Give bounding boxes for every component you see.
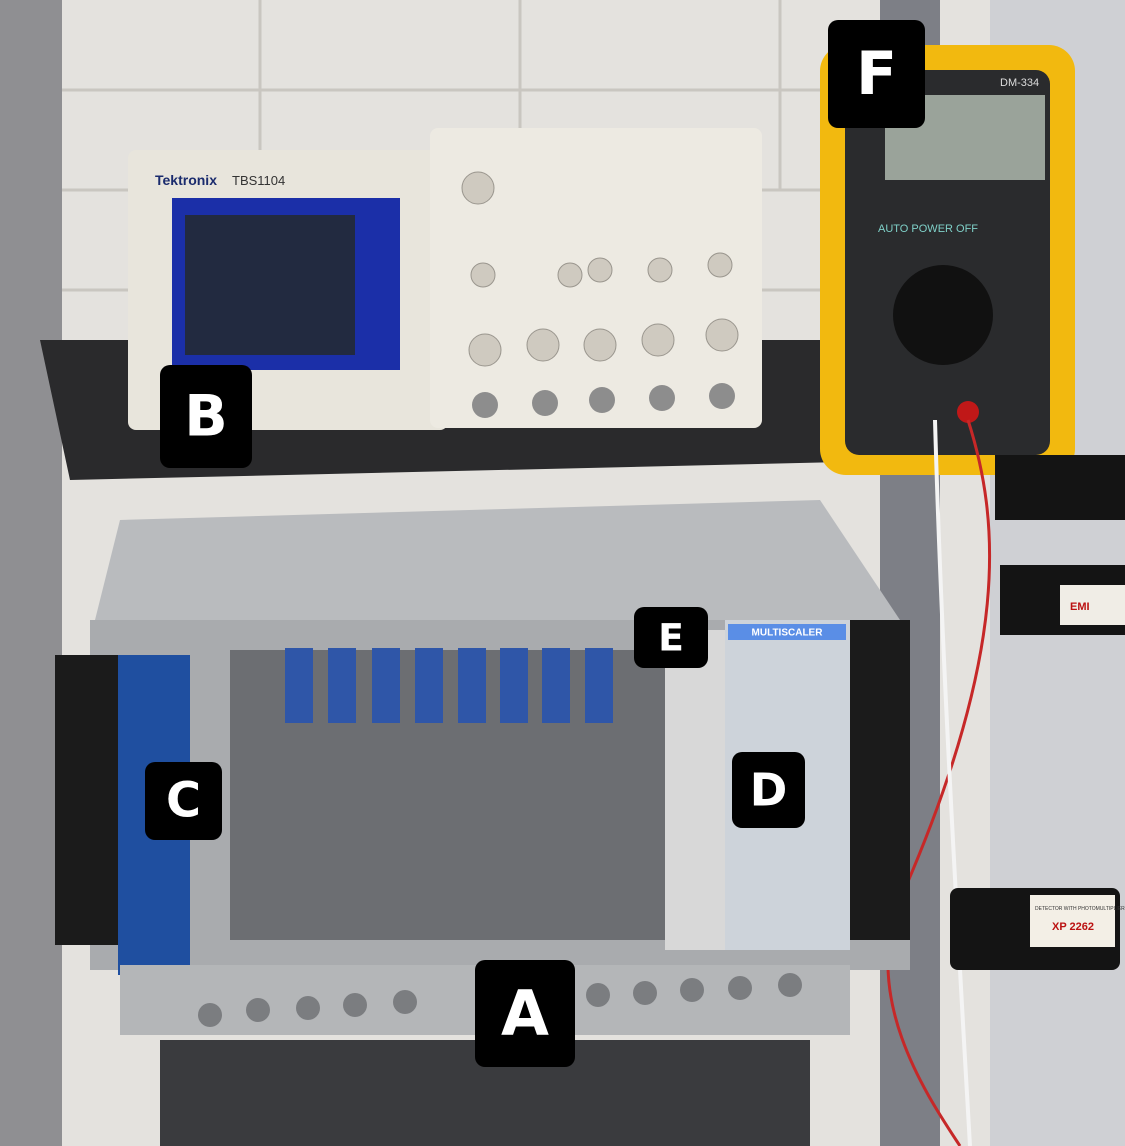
model: TBS1104 [232, 173, 285, 188]
note: AUTO POWER OFF [878, 223, 978, 235]
label-letter: B [184, 384, 227, 450]
module [665, 630, 735, 950]
crate-top [90, 500, 900, 640]
label-box [634, 607, 708, 668]
knobs [461, 171, 739, 367]
rack-post [0, 0, 62, 1146]
detector-tag [1060, 585, 1125, 625]
detector-text: DETECTOR WITH PHOTOMULTIPLIER [1035, 906, 1125, 912]
detector-model: XP 2262 [1052, 921, 1094, 933]
label-letter: E [658, 616, 684, 660]
probe-wire [933, 419, 972, 1146]
connectors [285, 648, 613, 723]
label-box [828, 20, 925, 128]
crate-handle-panel [850, 620, 910, 940]
label-box [475, 960, 575, 1067]
label-letter: C [166, 774, 201, 829]
bnc-inputs [472, 383, 735, 418]
screen-grid [185, 215, 355, 355]
brand: Tektronix [155, 172, 217, 188]
probe-wire [886, 419, 992, 1146]
label-box [732, 752, 805, 828]
model: DM-334 [1000, 77, 1039, 89]
crate-handle-panel [55, 655, 125, 945]
multiscaler-label: MULTISCALER [752, 628, 824, 639]
bnc-row [198, 973, 802, 1027]
detector-tube [995, 455, 1125, 520]
jack [957, 401, 979, 423]
label-box [145, 762, 222, 840]
label-box [160, 365, 252, 468]
labels: F B E C D A [145, 20, 925, 1067]
detector-tag [1030, 895, 1115, 947]
multiscaler-header [728, 624, 846, 640]
label-letter: A [501, 977, 549, 1050]
label-letter: F [856, 39, 897, 109]
label-letter: D [750, 764, 788, 817]
detector-text: EMI [1070, 601, 1090, 613]
dial [893, 265, 993, 365]
